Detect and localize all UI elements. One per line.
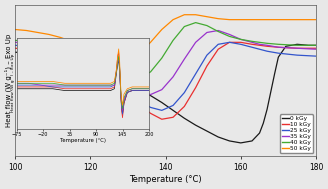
X-axis label: Temperature (°C): Temperature (°C) xyxy=(129,175,202,184)
Y-axis label: Heat flow (W g⁻¹) – Exo Up: Heat flow (W g⁻¹) – Exo Up xyxy=(5,34,12,127)
Legend: 0 kGy, 10 kGy, 25 kGy, 35 kGy, 40 kGy, 50 kGy: 0 kGy, 10 kGy, 25 kGy, 35 kGy, 40 kGy, 5… xyxy=(280,114,313,153)
